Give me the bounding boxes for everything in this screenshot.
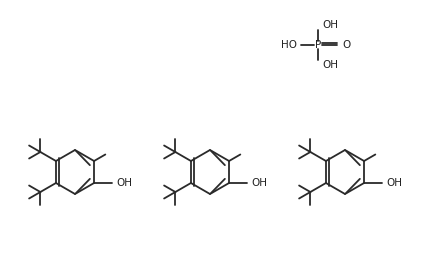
Text: OH: OH (322, 20, 338, 30)
Text: HO: HO (281, 40, 297, 50)
Text: P: P (315, 40, 321, 50)
Text: OH: OH (116, 178, 132, 188)
Text: OH: OH (322, 60, 338, 70)
Text: OH: OH (251, 178, 267, 188)
Text: OH: OH (386, 178, 402, 188)
Text: O: O (342, 40, 350, 50)
